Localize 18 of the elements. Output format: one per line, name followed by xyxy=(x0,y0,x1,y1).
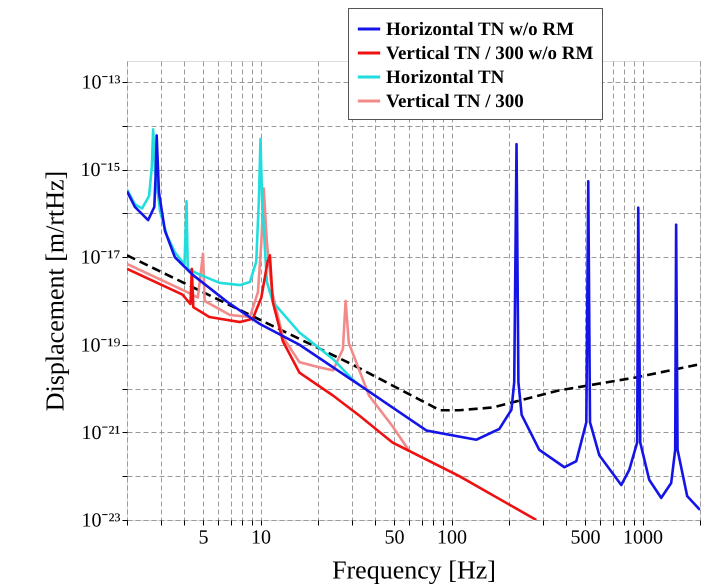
y-tick-label: 10⁻¹⁹ xyxy=(80,334,121,356)
y-tick-label: 10⁻¹³ xyxy=(82,71,120,94)
y-tick-label: 10⁻¹⁵ xyxy=(80,159,120,182)
legend-label: Horizontal TN xyxy=(386,67,505,88)
y-tick-label: 10⁻²¹ xyxy=(82,422,120,444)
x-tick-label: 10 xyxy=(251,526,272,548)
x-tick-label: 100 xyxy=(437,526,468,548)
x-tick-label: 500 xyxy=(570,526,601,548)
y-tick-label: 10⁻¹⁷ xyxy=(80,246,121,269)
x-axis-title: Frequency [Hz] xyxy=(332,556,496,584)
legend-label: Horizontal TN w/o RM xyxy=(386,19,574,40)
y-tick-label: 10⁻²³ xyxy=(82,510,120,532)
legend-label: Vertical TN / 300 xyxy=(386,91,524,112)
x-tick-label: 50 xyxy=(384,526,405,548)
y-axis-title: Displacement [m/rtHz] xyxy=(40,170,70,412)
legend-label: Vertical TN / 300 w/o RM xyxy=(386,43,594,64)
x-tick-label: 5 xyxy=(198,526,209,548)
x-tick-label: 1000 xyxy=(623,526,664,548)
